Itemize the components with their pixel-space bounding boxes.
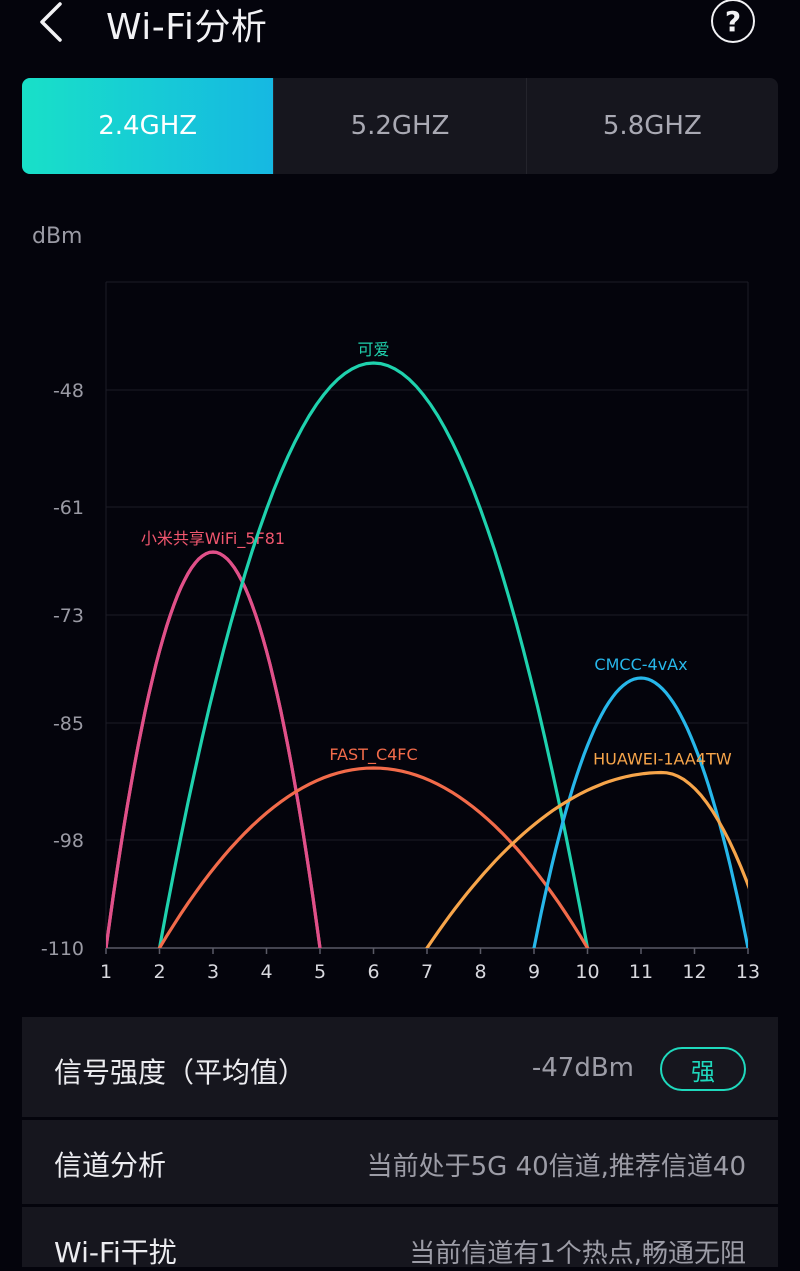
series-curve — [157, 766, 590, 948]
band-tabs: 2.4GHZ 5.2GHZ 5.8GHZ — [22, 78, 778, 174]
page-title: Wi-Fi分析 — [106, 7, 268, 48]
signal-strength-row: 信号强度（平均值） -47dBm 强 — [22, 1017, 778, 1117]
y-tick-label: -110 — [41, 938, 84, 960]
back-button[interactable] — [34, 0, 72, 44]
series-curve — [106, 550, 322, 948]
y-tick-label: -98 — [53, 830, 84, 852]
y-tick-label: -85 — [53, 713, 84, 735]
interference-row[interactable]: Wi-Fi干扰 当前信道有1个热点,畅通无阻 — [22, 1207, 778, 1269]
tab-5-2ghz[interactable]: 5.2GHZ — [274, 78, 527, 174]
x-tick-label: 12 — [682, 961, 706, 983]
x-tick-label: 10 — [575, 961, 599, 983]
channel-analysis-label: 信道分析 — [54, 1149, 167, 1182]
x-tick-label: 4 — [260, 961, 272, 983]
channel-analysis-row[interactable]: 信道分析 当前处于5G 40信道,推荐信道40 — [22, 1120, 778, 1204]
help-button[interactable]: ? — [711, 0, 755, 43]
series-label: CMCC-4vAx — [594, 655, 687, 674]
channel-analysis-value: 当前处于5G 40信道,推荐信道40 — [366, 1152, 746, 1182]
series-label: 可爱 — [357, 340, 389, 359]
interference-label: Wi-Fi干扰 — [54, 1236, 177, 1269]
status-badge: 强 — [660, 1047, 746, 1091]
y-axis-label: dBm — [32, 224, 83, 249]
signal-strength-value: -47dBm — [531, 1053, 634, 1083]
chevron-left-icon — [40, 2, 62, 42]
series-label: 小米共享WiFi_5F81 — [141, 529, 285, 549]
question-circle-icon: ? — [724, 4, 742, 38]
series-curve — [425, 770, 748, 948]
x-tick-label: 11 — [629, 961, 653, 983]
series-curve — [157, 361, 590, 948]
series-label: HUAWEI-1AA4TW — [593, 750, 732, 769]
x-tick-label: 5 — [314, 961, 326, 983]
y-tick-label: -48 — [53, 380, 84, 402]
x-tick-label: 3 — [207, 961, 219, 983]
x-tick-label: 8 — [474, 961, 486, 983]
tab-5-8ghz[interactable]: 5.8GHZ — [602, 111, 702, 141]
x-tick-label: 13 — [736, 961, 760, 983]
x-tick-label: 6 — [367, 961, 379, 983]
x-tick-label: 2 — [153, 961, 165, 983]
y-tick-label: -61 — [53, 497, 84, 519]
series-label: FAST_C4FC — [329, 745, 417, 765]
y-tick-label: -73 — [53, 605, 84, 627]
x-tick-label: 1 — [100, 961, 112, 983]
app-header: Wi-Fi分析 ? — [0, 0, 800, 48]
signal-strength-label: 信号强度（平均值） — [54, 1056, 307, 1089]
x-tick-label: 9 — [528, 961, 540, 983]
tab-2-4ghz[interactable]: 2.4GHZ — [22, 78, 275, 174]
series-curve — [532, 676, 748, 948]
interference-value: 当前信道有1个热点,畅通无阻 — [409, 1239, 746, 1269]
x-tick-label: 7 — [421, 961, 433, 983]
